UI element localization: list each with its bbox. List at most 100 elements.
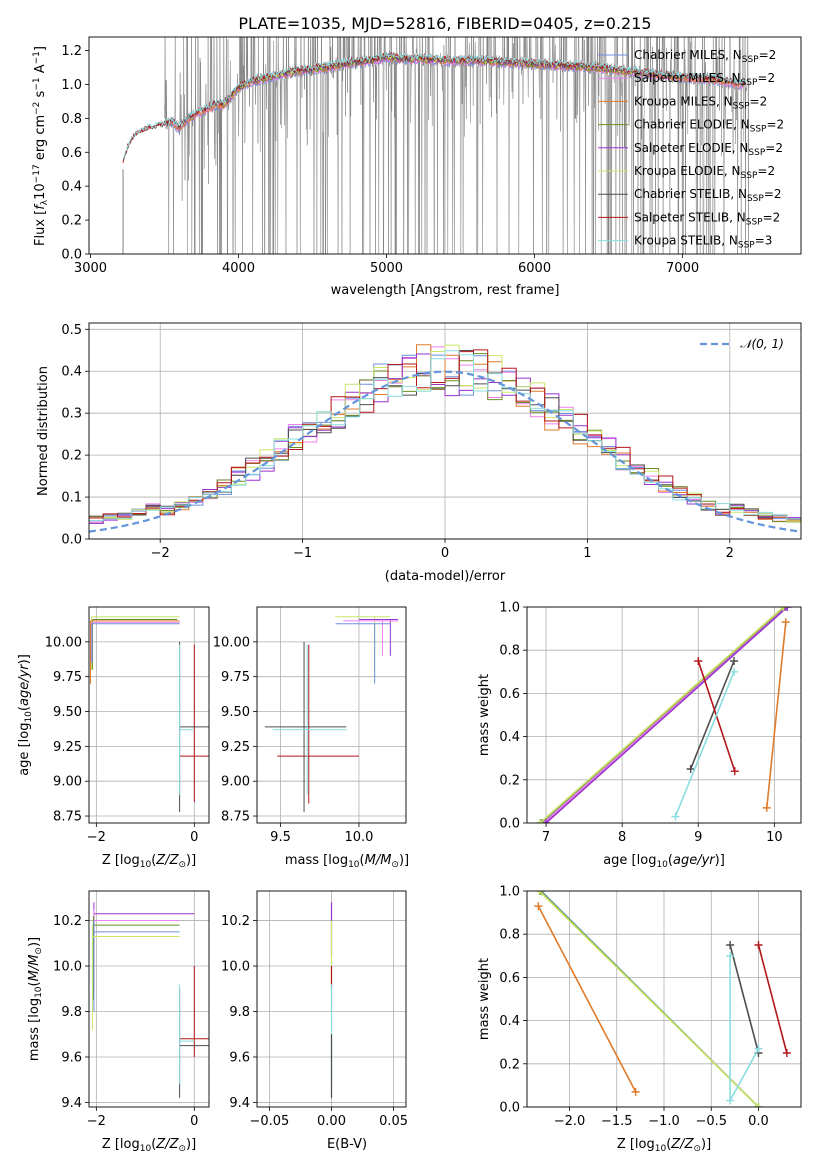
- y-tick-label: 10.00: [45, 635, 82, 650]
- legend-sub: SSP: [733, 101, 750, 111]
- label-part: 10: [24, 711, 34, 723]
- figure-title: PLATE=1035, MJD=52816, FIBERID=0405, z=0…: [238, 14, 651, 33]
- errorbar-chabrier_miles: [335, 623, 391, 684]
- x-tick-label: 0.0: [748, 1114, 769, 1129]
- y-tick-label: 1.0: [61, 78, 82, 93]
- label-part: )]: [17, 654, 32, 664]
- y-tick-label: 9.50: [53, 705, 82, 720]
- axes-frame: [88, 36, 802, 255]
- y-tick-label: 9.50: [221, 705, 250, 720]
- label-part: ⊙: [693, 1144, 701, 1154]
- y-tick-label: 10.2: [221, 914, 250, 929]
- series-point-kroupa_elodie: [535, 891, 544, 895]
- label-part: )]: [399, 853, 409, 868]
- label-part: )]: [715, 853, 725, 868]
- label-part: ⊙: [178, 1144, 186, 1154]
- x-axis-label: age [log10(age/yr)]: [603, 853, 725, 870]
- label-part: (: [666, 1137, 671, 1152]
- legend-text: Kroupa MILES, N: [634, 94, 733, 108]
- label-part: age/yr: [673, 853, 716, 868]
- x-tick-label: −1.0: [648, 1114, 680, 1129]
- histogram-salpeter_elodie: [89, 353, 801, 524]
- label-part: 10: [348, 860, 360, 870]
- y-tick-label: 0.6: [499, 687, 520, 702]
- histogram-chabrier_stelib: [89, 350, 801, 519]
- series-line-chabrier_stelib: [729, 944, 760, 1054]
- errorbar-chabrier_elodie: [91, 619, 178, 670]
- legend-sub: SSP: [738, 241, 755, 251]
- plot-area-residuals: [89, 344, 801, 533]
- series-point-kroupa_stelib: [754, 1044, 763, 1053]
- y-tick-label: 9.6: [229, 1050, 250, 1065]
- grid-mass_vs_Z: [89, 891, 209, 1107]
- x-tick-label: −2: [151, 546, 170, 561]
- label-part: age/yr: [17, 663, 32, 706]
- series-point-chabrier_elodie: [536, 819, 545, 823]
- y-tick-label: 9.8: [229, 1005, 250, 1020]
- legend-label-salpeter_elodie: Salpeter ELODIE, NSSP=2: [634, 141, 783, 158]
- label-part: (: [17, 706, 32, 711]
- y-axis-label: Normed distribution: [36, 366, 51, 496]
- normal-curve: [89, 370, 801, 533]
- y-tick-label: 0.4: [499, 730, 520, 745]
- legend-label-chabrier_stelib: Chabrier STELIB, NSSP=2: [634, 187, 782, 204]
- label-part: λ: [40, 199, 50, 205]
- y-axis-label: mass weight: [477, 958, 492, 1040]
- x-tick-label: 7: [542, 830, 550, 845]
- legend-tail: =2: [757, 71, 775, 85]
- legend-text: Chabrier ELODIE, N: [634, 118, 750, 132]
- x-tick-label: −2: [87, 1114, 106, 1129]
- label-part: 10: [655, 1144, 667, 1154]
- x-tick-label: −1.5: [601, 1114, 633, 1129]
- errorbar-chabrier_stelib: [264, 641, 347, 812]
- y-tick-label: 0.8: [499, 928, 520, 943]
- y-tick-label: 9.25: [221, 740, 250, 755]
- legend-tail: =3: [755, 234, 773, 248]
- series-point-chabrier_stelib: [686, 765, 695, 773]
- y-axis-label: Flux [fλ10−17 erg cm−2 s−1 A−1]: [32, 46, 50, 246]
- axes-weight_vs_Z: −2.0 −1.5 −1.0 −0.5 0.0 0.0 0.2 0.4 0.6 0.8 1.0 Z […: [477, 885, 802, 1154]
- x-axis-label: E(B-V): [327, 1137, 367, 1152]
- label-part: mass [log: [285, 853, 348, 868]
- x-tick-label: −2: [87, 830, 106, 845]
- label-part: age [log: [17, 723, 32, 776]
- legend-text: Salpeter ELODIE, N: [634, 141, 748, 155]
- x-tick-label: 2: [726, 546, 734, 561]
- errorbar-kroupa_stelib: [179, 644, 195, 796]
- series-line-kroupa_stelib: [674, 671, 735, 817]
- x-axis-label: Z [log10(Z/Z⊙)]: [102, 1137, 196, 1154]
- errorbar-salpeter_stelib: [277, 644, 359, 804]
- y-tick-label: 10.00: [213, 635, 250, 650]
- y-tick-label: 1.0: [499, 885, 520, 900]
- legend-tail: =2: [764, 187, 782, 201]
- series-point-kroupa_miles: [534, 902, 543, 911]
- series-point-kroupa_elodie: [535, 819, 544, 823]
- label-part: (: [27, 981, 42, 986]
- legend-sub: SSP: [748, 148, 765, 158]
- label-part: erg cm: [33, 115, 48, 164]
- y-tick-label: 0.4: [61, 180, 82, 195]
- y-tick-label: 10.2: [53, 914, 82, 929]
- series-line-chabrier_stelib: [689, 660, 735, 770]
- x-tick-label: 5000: [370, 261, 403, 276]
- series-point-chabrier_miles: [781, 607, 790, 611]
- legend-sub: SSP: [750, 125, 767, 135]
- label-part: ]: [33, 46, 48, 51]
- y-tick-label: 10.0: [53, 960, 82, 975]
- plot-area-age_vs_Z: [89, 616, 209, 812]
- label-part: Z [log: [102, 1137, 140, 1152]
- label-part: 10: [140, 860, 152, 870]
- x-tick-label: 4000: [222, 261, 255, 276]
- label-part: M/M: [27, 955, 42, 982]
- errorbar-salpeter_miles: [93, 909, 180, 989]
- x-tick-label: 0.00: [317, 1114, 346, 1129]
- histogram-kroupa_stelib: [89, 350, 801, 521]
- label-part: )]: [186, 853, 196, 868]
- series-point-salpeter_stelib: [782, 1049, 791, 1057]
- x-tick-label: 0: [441, 546, 449, 561]
- y-tick-label: 0.6: [61, 146, 82, 161]
- y-tick-label: 0.8: [499, 644, 520, 659]
- x-tick-label: 10.0: [344, 830, 373, 845]
- x-axis-label: wavelength [Angstrom, rest frame]: [331, 283, 560, 298]
- series-line-salpeter_elodie: [545, 607, 788, 823]
